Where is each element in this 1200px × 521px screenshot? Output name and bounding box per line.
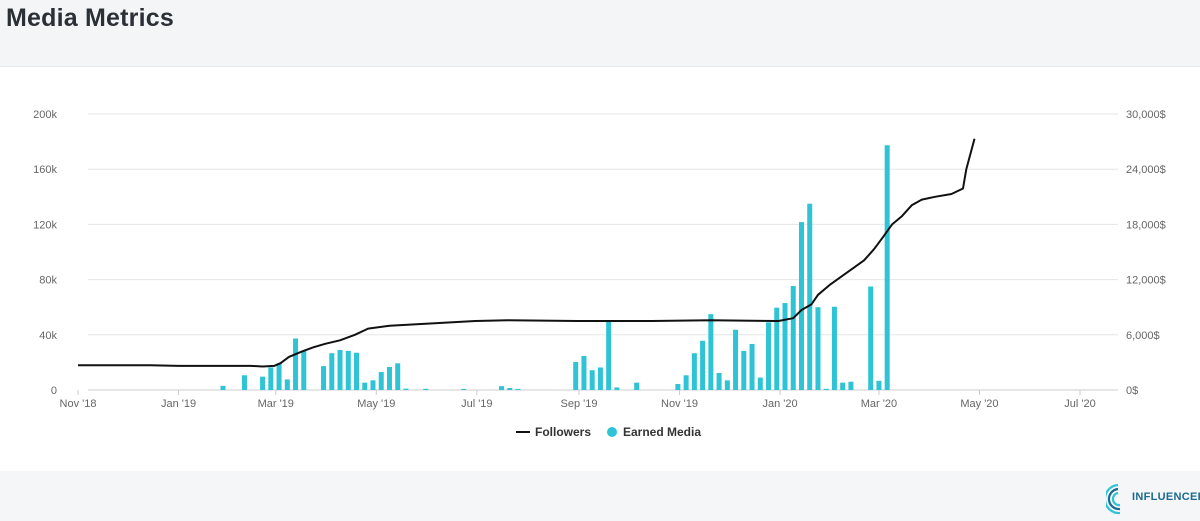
earned-media-bar[interactable] xyxy=(507,387,513,390)
earned-media-bar[interactable] xyxy=(345,350,351,390)
earned-media-bar[interactable] xyxy=(329,353,335,390)
earned-media-bar[interactable] xyxy=(301,350,307,390)
earned-media-bar[interactable] xyxy=(807,203,813,390)
x-tick-label: May '19 xyxy=(357,398,395,410)
earned-media-bar[interactable] xyxy=(766,322,772,390)
earned-media-bar[interactable] xyxy=(876,380,882,390)
media-metrics-chart: 0 0$ 40k 6,000$ 80k 12,000$ 120k 18,000$ 160k 24,… xyxy=(33,109,1166,439)
y-left-tick-label: 120k xyxy=(33,219,57,231)
earned-media-bar[interactable] xyxy=(691,353,697,390)
earned-media-bar[interactable] xyxy=(354,352,360,390)
grid-lines xyxy=(88,113,1118,391)
x-tick-label: Jan '20 xyxy=(762,398,797,410)
earned-media-bar[interactable] xyxy=(884,145,890,390)
y-left-tick-label: 200k xyxy=(33,109,57,121)
earned-media-bar[interactable] xyxy=(733,329,739,390)
x-tick-label: Jul '19 xyxy=(461,398,492,410)
earned-media-bar[interactable] xyxy=(848,381,854,390)
y-left-tick-label: 80k xyxy=(39,275,57,287)
earned-media-bars xyxy=(220,145,890,391)
earned-media-bar[interactable] xyxy=(293,338,299,390)
earned-media-bar[interactable] xyxy=(321,366,327,390)
y-right-tick-label: 30,000$ xyxy=(1126,109,1166,121)
earned-media-bar[interactable] xyxy=(683,375,689,390)
x-tick-label: Nov '18 xyxy=(60,398,97,410)
earned-media-bar[interactable] xyxy=(581,355,587,390)
x-tick-label: Jan '19 xyxy=(161,398,196,410)
earned-media-bar[interactable] xyxy=(606,320,612,390)
legend-label-followers: Followers xyxy=(535,425,591,439)
earned-media-bar[interactable] xyxy=(284,379,290,390)
earned-media-bar[interactable] xyxy=(589,370,595,390)
x-tick-label: May '20 xyxy=(960,398,998,410)
earned-media-bar[interactable] xyxy=(724,380,730,390)
earned-media-bar[interactable] xyxy=(573,361,579,390)
earned-media-bar[interactable] xyxy=(499,386,505,390)
x-tick-label: Mar '19 xyxy=(258,398,294,410)
chart-card: 0 0$ 40k 6,000$ 80k 12,000$ 120k 18,000$ 160k 24,… xyxy=(0,66,1200,515)
logo-text: INFLUENCER xyxy=(1132,491,1200,503)
earned-media-bar[interactable] xyxy=(741,350,747,390)
earned-media-bar[interactable] xyxy=(823,388,829,390)
x-tick-label: Sep '19 xyxy=(561,398,598,410)
y-right-tick-label: 6,000$ xyxy=(1126,330,1160,342)
earned-media-bar[interactable] xyxy=(386,367,392,390)
influencer-logo: INFLUENCER xyxy=(1106,481,1200,521)
earned-media-bar[interactable] xyxy=(798,222,804,390)
earned-media-bar[interactable] xyxy=(831,306,837,390)
y-left-tick-label: 0 xyxy=(51,385,57,397)
earned-media-bar[interactable] xyxy=(362,382,368,390)
earned-media-bar[interactable] xyxy=(614,387,620,390)
earned-media-bar[interactable] xyxy=(774,307,780,390)
y-right-tick-label: 12,000$ xyxy=(1126,275,1166,287)
earned-media-bar[interactable] xyxy=(749,344,755,390)
legend-item-followers[interactable]: Followers xyxy=(516,425,591,439)
y-left-tick-label: 40k xyxy=(39,330,57,342)
earned-media-bar[interactable] xyxy=(757,377,763,390)
earned-media-bar[interactable] xyxy=(716,372,722,390)
x-tick-label: Nov '19 xyxy=(661,398,698,410)
earned-media-bar[interactable] xyxy=(337,349,343,390)
earned-media-bar[interactable] xyxy=(868,286,874,391)
legend-item-earned-media[interactable]: Earned Media xyxy=(607,425,701,439)
y-right-tick-label: 24,000$ xyxy=(1126,164,1166,176)
chart-legend[interactable]: Followers Earned Media xyxy=(516,425,701,439)
legend-dot-swatch xyxy=(607,427,617,437)
axis-tick-labels: 0 0$ 40k 6,000$ 80k 12,000$ 120k 18,000$ 160k 24,… xyxy=(33,109,1166,410)
earned-media-bar[interactable] xyxy=(403,388,409,390)
earned-media-bar[interactable] xyxy=(276,363,282,390)
earned-media-bar[interactable] xyxy=(515,388,521,390)
y-right-tick-label: 18,000$ xyxy=(1126,219,1166,231)
earned-media-bar[interactable] xyxy=(675,384,681,390)
legend-label-earned-media: Earned Media xyxy=(623,425,701,439)
earned-media-bar[interactable] xyxy=(597,367,603,390)
x-tick-label: Mar '20 xyxy=(861,398,897,410)
earned-media-bar[interactable] xyxy=(782,303,788,390)
earned-media-bar[interactable] xyxy=(700,340,706,390)
x-tick-label: Jul '20 xyxy=(1064,398,1095,410)
earned-media-bar[interactable] xyxy=(260,376,266,390)
followers-line-layer xyxy=(78,138,976,368)
earned-media-bar[interactable] xyxy=(634,382,640,390)
earned-media-bar[interactable] xyxy=(220,385,226,390)
earned-media-bar[interactable] xyxy=(461,388,467,390)
page-title: Media Metrics xyxy=(6,4,174,32)
earned-media-bar[interactable] xyxy=(815,307,821,390)
earned-media-bar[interactable] xyxy=(423,388,429,390)
earned-media-bar[interactable] xyxy=(790,286,796,390)
earned-media-bar[interactable] xyxy=(241,375,247,390)
earned-media-bar[interactable] xyxy=(268,367,274,390)
earned-media-bar[interactable] xyxy=(708,314,714,390)
earned-media-bar[interactable] xyxy=(378,372,384,390)
y-left-tick-label: 160k xyxy=(33,164,57,176)
earned-media-bar[interactable] xyxy=(840,382,846,390)
followers-line[interactable] xyxy=(78,138,976,368)
earned-media-bar[interactable] xyxy=(370,380,376,390)
page-header: Media Metrics xyxy=(0,0,1200,64)
y-right-tick-label: 0$ xyxy=(1126,385,1138,397)
earned-media-bar[interactable] xyxy=(395,363,401,390)
logo-mark-icon xyxy=(1106,483,1121,515)
